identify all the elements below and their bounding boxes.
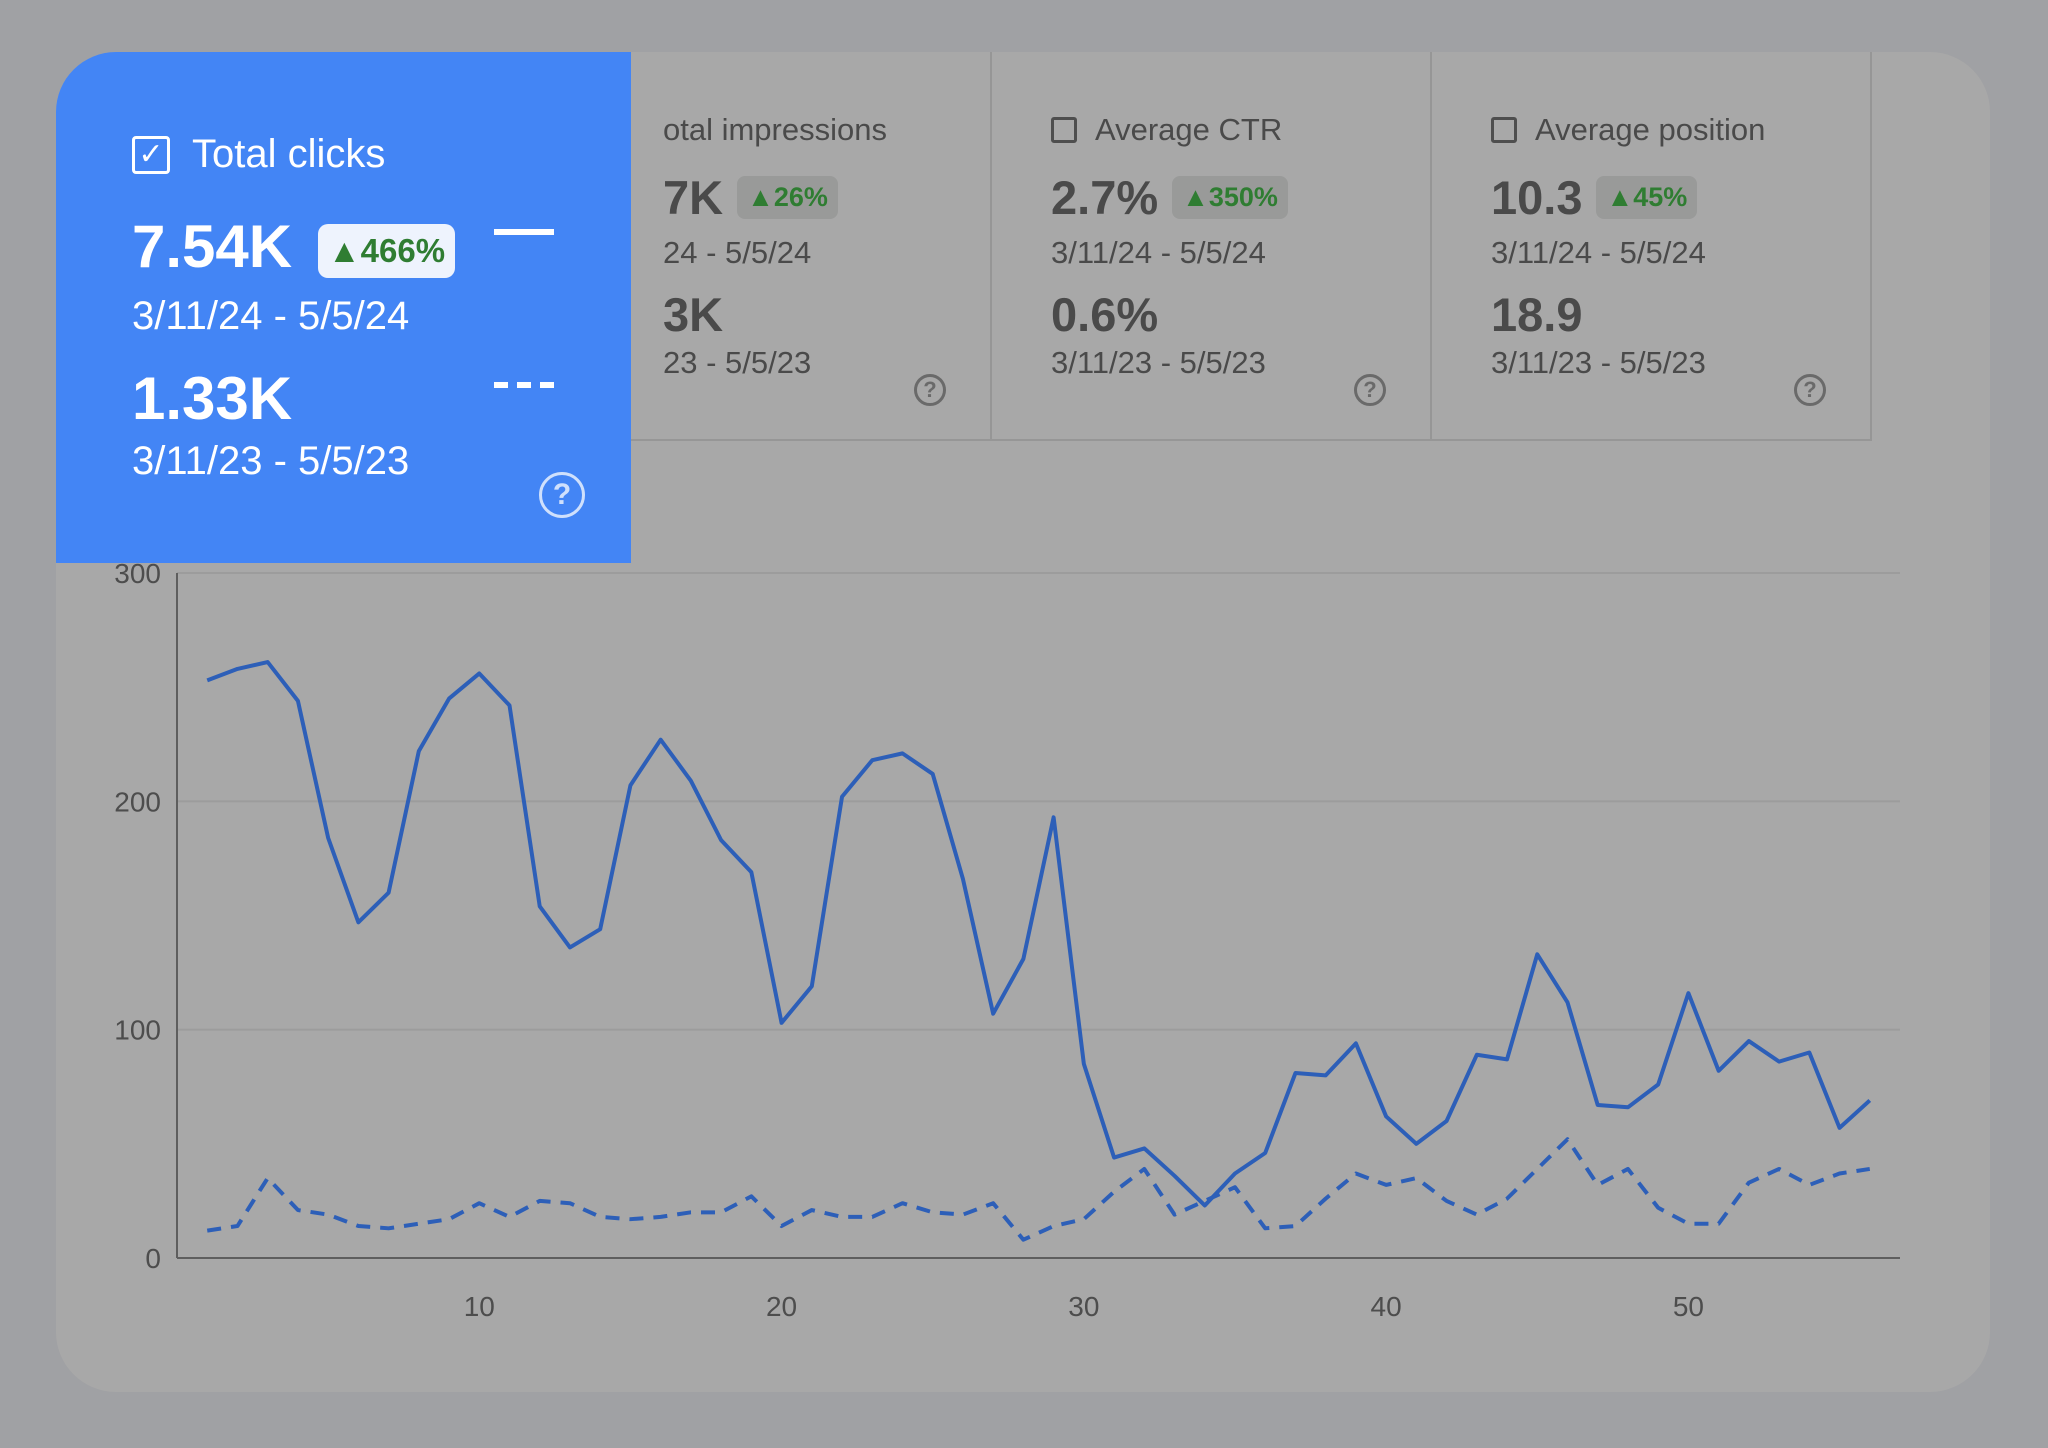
current-series-legend-line	[494, 229, 554, 235]
metric-card-label: Average CTR	[1095, 112, 1283, 147]
help-icon[interactable]: ?	[914, 374, 946, 406]
change-badge: ▲26%	[737, 176, 838, 219]
metric-current-value: 2.7%	[1051, 171, 1159, 224]
help-icon[interactable]: ?	[1794, 374, 1826, 406]
change-badge: ▲466%	[318, 224, 456, 278]
metric-previous-value: 3K	[663, 288, 724, 341]
help-icon[interactable]: ?	[1354, 374, 1386, 406]
current-date-range: 24 - 5/5/24	[663, 235, 812, 270]
previous-date-range: 3/11/23 - 5/5/23	[1051, 345, 1266, 380]
previous-series-legend-line	[494, 382, 554, 388]
x-tick-label: 20	[766, 1291, 797, 1322]
x-tick-label: 50	[1673, 1291, 1704, 1322]
metric-card-label: Average position	[1535, 112, 1766, 147]
y-tick-label: 100	[114, 1015, 161, 1046]
metric-card-impressions[interactable]: otal impressions 7K ▲26% 24 - 5/5/24 3K …	[631, 52, 992, 441]
y-tick-label: 300	[114, 558, 161, 589]
current-date-range: 3/11/24 - 5/5/24	[1491, 235, 1706, 270]
checkbox-checked-icon[interactable]: ✓	[132, 135, 170, 174]
change-badge: ▲45%	[1596, 176, 1698, 219]
metric-card-ctr[interactable]: Average CTR 2.7% ▲350% 3/11/24 - 5/5/24 …	[992, 52, 1432, 441]
checkbox[interactable]	[1051, 117, 1077, 143]
metric-card-label: otal impressions	[663, 112, 887, 147]
metric-current-value: 7.54K	[132, 213, 293, 280]
current-period-series-line	[206, 660, 1872, 1208]
metric-previous-value: 1.33K	[132, 365, 293, 432]
change-badge: ▲350%	[1172, 176, 1288, 219]
previous-date-range: 3/11/23 - 5/5/23	[1491, 345, 1706, 380]
checkbox[interactable]	[1491, 117, 1517, 143]
metric-current-value: 10.3	[1491, 171, 1583, 224]
previous-date-range: 3/11/23 - 5/5/23	[132, 439, 410, 483]
metric-card-position[interactable]: Average position 10.3 ▲45% 3/11/24 - 5/5…	[1432, 52, 1872, 441]
previous-date-range: 23 - 5/5/23	[663, 345, 812, 380]
x-tick-label: 30	[1068, 1291, 1099, 1322]
previous-period-series-line	[206, 1137, 1871, 1242]
metric-card-total-clicks[interactable]: ✓ Total clicks 7.54K ▲466% 3/11/24 - 5/5…	[56, 52, 631, 563]
current-date-range: 3/11/24 - 5/5/24	[1051, 235, 1266, 270]
y-tick-label: 200	[114, 786, 161, 817]
metric-current-value: 7K	[663, 171, 724, 224]
clicks-line-chart: 0 100 200 300 10 20 30 40 50	[114, 558, 1900, 1322]
performance-panel: 0 100 200 300 10 20 30 40 50 otal impressions 7K…	[56, 52, 1990, 1392]
metric-previous-value: 18.9	[1491, 288, 1583, 341]
metric-card-label: Total clicks	[192, 132, 386, 176]
x-tick-label: 10	[464, 1291, 495, 1322]
help-icon[interactable]: ?	[539, 472, 585, 518]
metric-previous-value: 0.6%	[1051, 288, 1159, 341]
current-date-range: 3/11/24 - 5/5/24	[132, 294, 410, 338]
y-tick-label: 0	[145, 1243, 161, 1274]
x-tick-label: 40	[1371, 1291, 1402, 1322]
